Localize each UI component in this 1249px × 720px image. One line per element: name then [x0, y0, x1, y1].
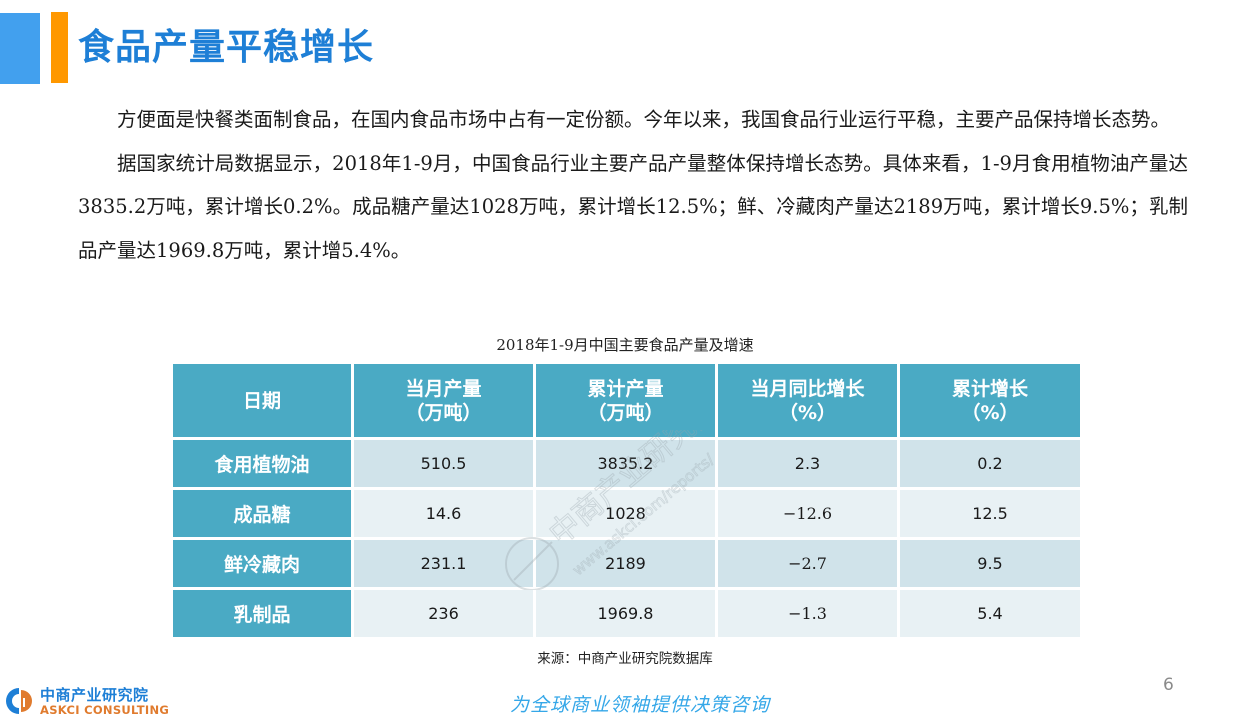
- cell-monthly-output: 14.6: [351, 487, 536, 540]
- title-accent-bar-orange: [51, 12, 68, 83]
- cell-cumulative-output: 3835.2: [533, 437, 718, 490]
- table-row: 食用植物油 510.5 3835.2 2.3 0.2: [170, 437, 1083, 490]
- paragraph-intro: 方便面是快餐类面制食品，在国内食品市场中占有一定份额。今年以来，我国食品行业运行…: [117, 108, 1171, 131]
- row-label: 食用植物油: [170, 437, 354, 490]
- paragraph-statistics: 据国家统计局数据显示，2018年1-9月，中国食品行业主要产品产量整体保持增长态…: [78, 151, 1188, 262]
- cell-monthly-output: 236: [351, 587, 536, 640]
- table-header-row: 日期 当月产量 （万吨） 累计产量 （万吨） 当月同比增长 （%） 累计增长 （%）: [170, 361, 1083, 440]
- row-label: 鲜冷藏肉: [170, 537, 354, 590]
- cell-monthly-yoy: −1.3: [715, 587, 900, 640]
- table-row: 成品糖 14.6 1028 −12.6 12.5: [170, 487, 1083, 540]
- cell-monthly-yoy: 2.3: [715, 437, 900, 490]
- page-number: 6: [1163, 675, 1174, 695]
- footer-slogan: 为全球商业领袖提供决策咨询: [509, 694, 770, 716]
- row-label: 成品糖: [170, 487, 354, 540]
- company-logo: 中商产业研究院 ASKCI CONSULTING: [4, 684, 174, 720]
- cell-monthly-yoy: −12.6: [715, 487, 900, 540]
- title-accent-bar-blue: [0, 13, 40, 84]
- cell-cumulative-growth: 9.5: [897, 537, 1083, 590]
- row-label: 乳制品: [170, 587, 354, 640]
- cell-cumulative-output: 1028: [533, 487, 718, 540]
- page-title: 食品产量平稳增长: [78, 27, 375, 68]
- logo-text-en: ASKCI CONSULTING: [40, 703, 170, 717]
- column-header-cumulative-growth: 累计增长 （%）: [897, 361, 1083, 440]
- food-production-table: 日期 当月产量 （万吨） 累计产量 （万吨） 当月同比增长 （%） 累计增长 （%） 食…: [170, 361, 1083, 640]
- body-text: 方便面是快餐类面制食品，在国内食品市场中占有一定份额。今年以来，我国食品行业运行…: [78, 98, 1188, 272]
- table-row: 乳制品 236 1969.8 −1.3 5.4: [170, 587, 1083, 640]
- cell-monthly-output: 510.5: [351, 437, 536, 490]
- table-caption: 2018年1-9月中国主要食品产量及增速: [496, 336, 754, 354]
- cell-cumulative-output: 2189: [533, 537, 718, 590]
- table-row: 鲜冷藏肉 231.1 2189 −2.7 9.5: [170, 537, 1083, 590]
- column-header-monthly-yoy: 当月同比增长 （%）: [715, 361, 900, 440]
- cell-cumulative-growth: 0.2: [897, 437, 1083, 490]
- cell-monthly-yoy: −2.7: [715, 537, 900, 590]
- cell-monthly-output: 231.1: [351, 537, 536, 590]
- cell-cumulative-output: 1969.8: [533, 587, 718, 640]
- cell-cumulative-growth: 12.5: [897, 487, 1083, 540]
- logo-text-cn: 中商产业研究院: [40, 686, 149, 704]
- cell-cumulative-growth: 5.4: [897, 587, 1083, 640]
- table-source: 来源：中商产业研究院数据库: [537, 651, 713, 667]
- column-header-date: 日期: [170, 361, 354, 440]
- column-header-monthly-output: 当月产量 （万吨）: [351, 361, 536, 440]
- column-header-cumulative-output: 累计产量 （万吨）: [533, 361, 718, 440]
- askci-logo-icon: [6, 688, 32, 714]
